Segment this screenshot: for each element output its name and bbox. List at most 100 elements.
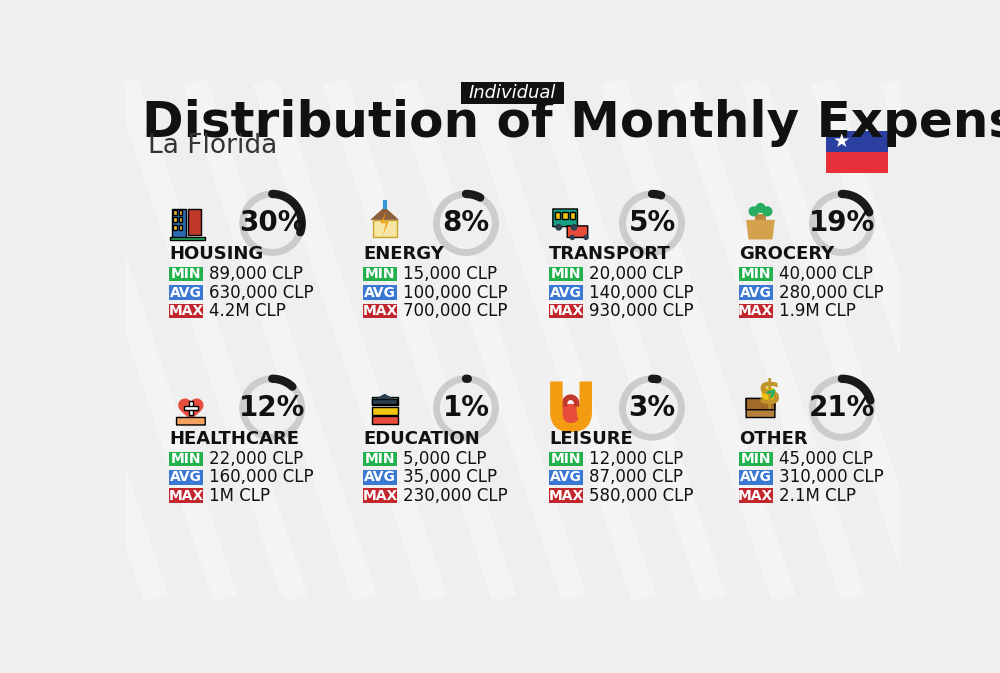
Text: 45,000 CLP: 45,000 CLP <box>779 450 873 468</box>
FancyBboxPatch shape <box>562 213 568 219</box>
Text: 100,000 CLP: 100,000 CLP <box>403 283 508 302</box>
FancyBboxPatch shape <box>372 399 397 404</box>
FancyBboxPatch shape <box>179 210 182 215</box>
Polygon shape <box>373 220 397 237</box>
Text: 22,000 CLP: 22,000 CLP <box>209 450 304 468</box>
FancyBboxPatch shape <box>177 417 205 425</box>
Text: AVG: AVG <box>170 285 202 299</box>
FancyBboxPatch shape <box>173 217 177 222</box>
Text: 40,000 CLP: 40,000 CLP <box>779 265 873 283</box>
FancyBboxPatch shape <box>169 304 203 318</box>
FancyBboxPatch shape <box>739 304 773 318</box>
FancyBboxPatch shape <box>755 214 766 220</box>
FancyBboxPatch shape <box>372 416 398 424</box>
Circle shape <box>247 199 297 248</box>
Text: AVG: AVG <box>740 470 772 485</box>
FancyBboxPatch shape <box>169 285 203 300</box>
Text: AVG: AVG <box>550 285 582 299</box>
FancyBboxPatch shape <box>570 213 575 219</box>
Circle shape <box>571 224 577 231</box>
Circle shape <box>583 235 589 240</box>
Text: MAX: MAX <box>169 489 204 503</box>
Text: MIN: MIN <box>365 267 395 281</box>
Text: 15,000 CLP: 15,000 CLP <box>403 265 497 283</box>
Text: 280,000 CLP: 280,000 CLP <box>779 283 884 302</box>
Text: GROCERY: GROCERY <box>739 245 834 263</box>
Polygon shape <box>558 404 584 424</box>
Circle shape <box>817 199 867 248</box>
FancyBboxPatch shape <box>739 285 773 300</box>
FancyBboxPatch shape <box>549 304 583 318</box>
Text: 1M CLP: 1M CLP <box>209 487 271 505</box>
Circle shape <box>247 384 297 433</box>
Circle shape <box>762 387 777 402</box>
Text: OTHER: OTHER <box>739 430 807 448</box>
FancyBboxPatch shape <box>169 470 203 485</box>
FancyBboxPatch shape <box>188 209 201 235</box>
Text: HOUSING: HOUSING <box>169 245 263 263</box>
Text: TRANSPORT: TRANSPORT <box>549 245 671 263</box>
Text: 1%: 1% <box>442 394 490 422</box>
Text: Individual: Individual <box>469 84 556 102</box>
Text: $: $ <box>757 378 781 411</box>
FancyBboxPatch shape <box>372 397 398 405</box>
Circle shape <box>441 199 491 248</box>
Circle shape <box>755 203 766 213</box>
FancyBboxPatch shape <box>363 452 397 466</box>
FancyBboxPatch shape <box>549 489 583 503</box>
Circle shape <box>627 384 677 433</box>
FancyBboxPatch shape <box>169 452 203 466</box>
FancyBboxPatch shape <box>173 225 177 229</box>
FancyBboxPatch shape <box>461 82 564 104</box>
Text: 2.1M CLP: 2.1M CLP <box>779 487 856 505</box>
Text: AVG: AVG <box>170 470 202 485</box>
Text: AVG: AVG <box>740 285 772 299</box>
FancyBboxPatch shape <box>555 213 560 219</box>
Text: MIN: MIN <box>741 452 771 466</box>
Text: LEISURE: LEISURE <box>549 430 633 448</box>
Text: 1.9M CLP: 1.9M CLP <box>779 302 856 320</box>
Text: MAX: MAX <box>738 304 773 318</box>
FancyBboxPatch shape <box>739 452 773 466</box>
FancyBboxPatch shape <box>363 285 397 300</box>
FancyBboxPatch shape <box>179 217 182 222</box>
FancyBboxPatch shape <box>189 401 193 415</box>
Polygon shape <box>381 211 389 235</box>
Text: La Florida: La Florida <box>148 133 278 160</box>
Text: 12%: 12% <box>239 394 305 422</box>
Text: MIN: MIN <box>171 267 201 281</box>
Text: 35,000 CLP: 35,000 CLP <box>403 468 497 487</box>
FancyBboxPatch shape <box>746 398 775 417</box>
Text: 5%: 5% <box>628 209 676 237</box>
Circle shape <box>441 384 491 433</box>
FancyBboxPatch shape <box>549 285 583 300</box>
Text: 20,000 CLP: 20,000 CLP <box>589 265 683 283</box>
FancyBboxPatch shape <box>826 131 888 152</box>
Text: 630,000 CLP: 630,000 CLP <box>209 283 314 302</box>
Text: 30%: 30% <box>239 209 306 237</box>
FancyBboxPatch shape <box>363 470 397 485</box>
FancyBboxPatch shape <box>172 209 186 240</box>
Circle shape <box>762 206 772 217</box>
Text: AVG: AVG <box>550 470 582 485</box>
FancyBboxPatch shape <box>184 406 198 410</box>
Text: 21%: 21% <box>809 394 875 422</box>
Text: 3%: 3% <box>628 394 676 422</box>
Text: ★: ★ <box>833 132 851 151</box>
Text: MIN: MIN <box>741 267 771 281</box>
FancyBboxPatch shape <box>372 406 398 415</box>
Text: 140,000 CLP: 140,000 CLP <box>589 283 694 302</box>
FancyBboxPatch shape <box>549 452 583 466</box>
Text: 12,000 CLP: 12,000 CLP <box>589 450 683 468</box>
FancyBboxPatch shape <box>826 152 888 173</box>
FancyBboxPatch shape <box>567 226 588 238</box>
FancyBboxPatch shape <box>179 225 182 229</box>
Text: EDUCATION: EDUCATION <box>363 430 480 448</box>
Text: MAX: MAX <box>548 489 584 503</box>
Text: AVG: AVG <box>364 285 396 299</box>
Text: 930,000 CLP: 930,000 CLP <box>589 302 694 320</box>
Polygon shape <box>576 405 588 418</box>
Text: 580,000 CLP: 580,000 CLP <box>589 487 694 505</box>
Text: MAX: MAX <box>169 304 204 318</box>
Circle shape <box>749 206 759 217</box>
